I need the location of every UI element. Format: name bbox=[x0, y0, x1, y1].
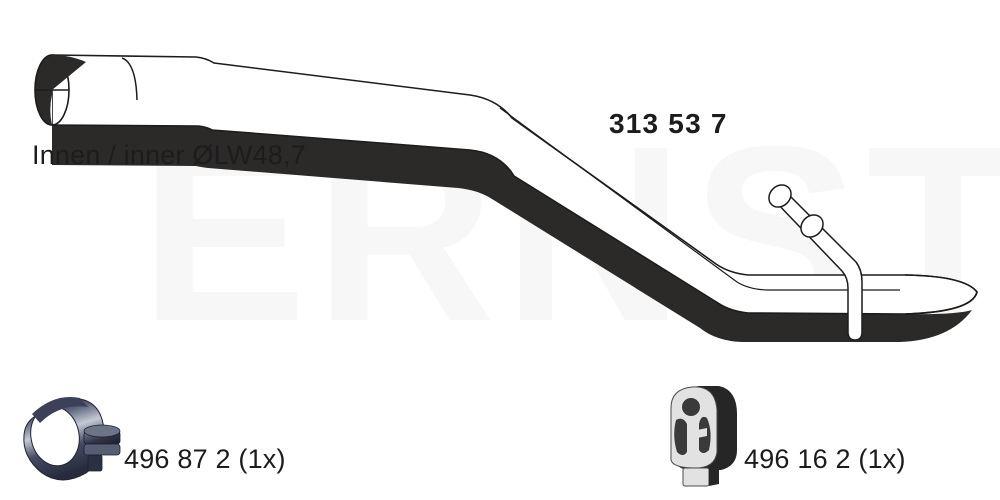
hanger-left-slot bbox=[674, 418, 687, 455]
pipe-bottom-shadow bbox=[52, 125, 972, 342]
hanger-rod-collar-ring bbox=[800, 214, 824, 238]
hanger-upper-hole bbox=[682, 398, 700, 416]
pipe-inlet-opening bbox=[34, 54, 86, 126]
hanger-rod-tip-ring bbox=[768, 184, 792, 208]
main-part-number-label: 313 53 7 bbox=[609, 108, 728, 139]
hanger-center-web bbox=[687, 428, 707, 440]
clamp-band bbox=[23, 397, 105, 481]
hanger-body bbox=[670, 386, 737, 487]
exhaust-clamp-figure bbox=[23, 397, 121, 481]
pipe-inner-contour-line bbox=[499, 107, 900, 291]
pipe-tail-end-cap bbox=[904, 274, 978, 315]
clamp-bolt-assembly bbox=[83, 424, 121, 472]
rubber-hanger-figure bbox=[670, 386, 737, 487]
clamp-part-label: 496 87 2 (1x) bbox=[124, 444, 286, 474]
hanger-foot bbox=[682, 467, 710, 487]
pipe-seam-line bbox=[121, 57, 138, 101]
hanger-part-label: 496 16 2 (1x) bbox=[744, 444, 906, 474]
inner-diameter-label: Innen / inner ØLW48,7 bbox=[32, 140, 306, 170]
hanger-rod bbox=[768, 184, 863, 341]
